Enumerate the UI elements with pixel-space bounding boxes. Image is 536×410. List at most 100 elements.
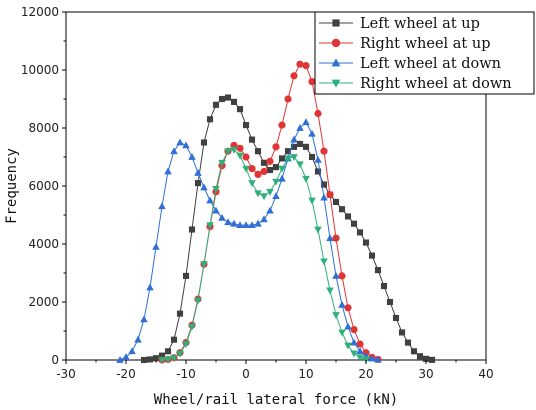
data-point: [272, 192, 280, 200]
data-point: [331, 79, 341, 88]
data-point: [212, 206, 220, 214]
data-point: [218, 213, 226, 221]
data-point: [356, 354, 364, 362]
data-point: [374, 355, 382, 363]
data-point: [278, 121, 286, 129]
data-point: [140, 356, 148, 364]
data-point: [350, 325, 358, 334]
y-axis-title: Frequency: [4, 148, 20, 224]
data-point: [302, 118, 310, 126]
data-point: [326, 234, 334, 242]
data-point: [206, 222, 214, 230]
data-point: [242, 122, 250, 129]
data-point: [224, 94, 232, 101]
data-point: [362, 239, 370, 246]
data-point: [338, 272, 346, 280]
data-point: [194, 180, 202, 187]
data-point: [266, 206, 274, 214]
data-point: [242, 153, 250, 161]
data-point: [290, 154, 298, 161]
data-point: [308, 78, 316, 86]
y-ticks: 0 2000 4000 6000 8000 10000 12000: [21, 5, 66, 367]
data-point: [152, 242, 160, 250]
data-point: [242, 165, 250, 173]
data-point: [248, 136, 256, 143]
x-tick-label: 30: [418, 367, 433, 381]
data-point: [212, 101, 220, 108]
data-point: [248, 165, 256, 173]
data-point: [260, 215, 268, 223]
data-point: [224, 148, 232, 156]
data-point: [248, 180, 256, 188]
data-point: [248, 221, 256, 229]
y-tick-label: 8000: [28, 121, 59, 135]
y-tick-label: 4000: [28, 237, 59, 251]
data-point: [254, 219, 262, 227]
data-point: [284, 148, 292, 155]
x-tick-label: 10: [298, 367, 313, 381]
data-point: [314, 109, 322, 118]
data-point: [176, 310, 184, 317]
data-point: [200, 261, 208, 269]
data-point: [278, 174, 286, 182]
data-point: [356, 340, 364, 348]
series: [116, 118, 382, 363]
legend-label: Right wheel at up: [360, 36, 490, 52]
data-point: [170, 147, 178, 155]
data-point: [344, 322, 352, 330]
data-point: [260, 167, 268, 176]
legend-item: Left wheel at down: [319, 56, 501, 72]
data-point: [410, 348, 418, 355]
legend-label: Left wheel at down: [360, 56, 501, 72]
data-point: [254, 170, 262, 178]
data-point: [188, 153, 196, 160]
data-point: [200, 183, 208, 191]
data-point: [158, 202, 166, 210]
data-point: [338, 300, 346, 308]
data-point: [368, 354, 376, 362]
data-point: [188, 226, 196, 233]
data-point: [320, 181, 328, 188]
data-point: [278, 165, 286, 173]
data-point: [320, 258, 328, 266]
data-point: [422, 355, 430, 362]
data-point: [128, 347, 136, 355]
series: [158, 146, 370, 364]
series-layer: [116, 60, 436, 364]
data-point: [374, 267, 382, 274]
data-point: [404, 339, 412, 346]
series-line: [119, 121, 379, 361]
data-point: [230, 146, 238, 154]
data-point: [302, 175, 310, 183]
legend: Left wheel at up Right wheel at up Left wh…: [314, 11, 535, 95]
data-point: [392, 314, 400, 322]
data-point: [332, 312, 340, 320]
data-point: [242, 221, 250, 229]
data-point: [206, 116, 214, 123]
data-point: [332, 198, 340, 206]
data-point: [331, 38, 341, 48]
data-point: [260, 159, 268, 166]
data-point: [314, 168, 322, 175]
data-point: [182, 272, 190, 279]
x-tick-label: 0: [242, 367, 250, 381]
data-point: [284, 95, 292, 103]
data-point: [362, 356, 370, 364]
data-point: [290, 72, 298, 80]
data-point: [350, 350, 358, 358]
data-point: [158, 357, 166, 364]
data-point: [398, 329, 406, 336]
data-point: [332, 234, 340, 242]
data-point: [356, 347, 364, 355]
data-point: [314, 155, 322, 163]
data-point: [266, 166, 274, 174]
data-point: [200, 139, 208, 146]
series-line: [143, 97, 433, 361]
data-point: [272, 178, 280, 186]
data-point: [326, 287, 334, 295]
data-point: [176, 138, 184, 146]
x-axis-title: Wheel/rail lateral force (kN): [154, 392, 398, 408]
data-point: [386, 298, 394, 306]
legend-item: Left wheel at up: [319, 16, 480, 32]
